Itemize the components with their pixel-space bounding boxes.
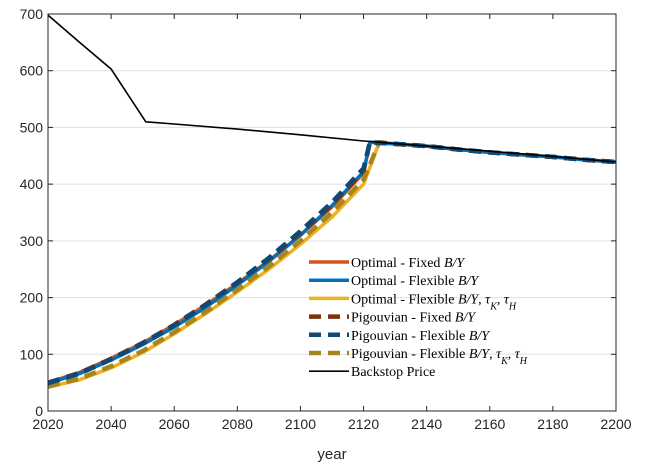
series-group [47,14,617,389]
x-tick-label: 2120 [348,416,379,432]
x-tick-label: 2040 [96,416,127,432]
legend-label-3: Pigouvian - Fixed B/Y [351,311,477,326]
y-tick-label: 100 [20,346,44,362]
axis-ticks: 2020 2040 2060 2080 2100 2120 2140 2160 2180 2200… [20,6,632,432]
y-tick-label: 0 [35,403,43,419]
y-tick-label: 600 [20,63,44,79]
plot-frame [47,13,617,412]
legend-label-6: Backstop Price [351,365,435,380]
x-tick-label: 2060 [159,416,190,432]
legend: Optimal - Fixed B/Y Optimal - Flexible B/… [309,256,528,380]
x-tick-label: 2160 [474,416,505,432]
y-tick-label: 500 [20,119,44,135]
y-tick-label: 400 [20,176,44,192]
y-tick-label: 700 [20,6,44,22]
series-line-6 [47,14,617,163]
x-axis-title: year [317,446,346,463]
series-line-4 [47,139,617,386]
x-tick-label: 2080 [222,416,253,432]
x-tick-label: 2200 [600,416,631,432]
y-tick-label: 200 [20,290,44,306]
legend-label-1: Optimal - Flexible B/Y [351,274,480,289]
y-tick-label: 300 [20,233,44,249]
legend-label-5: Pigouvian - Flexible B/Y, τK, τH [351,347,528,367]
x-tick-label: 2180 [537,416,568,432]
x-tick-label: 2020 [32,416,63,432]
legend-label-0: Optimal - Fixed B/Y [351,256,466,271]
legend-label-4: Pigouvian - Flexible B/Y [351,329,491,344]
legend-label-2: Optimal - Flexible B/Y, τK, τH [351,292,517,312]
x-tick-label: 2140 [411,416,442,432]
x-tick-label: 2100 [285,416,316,432]
